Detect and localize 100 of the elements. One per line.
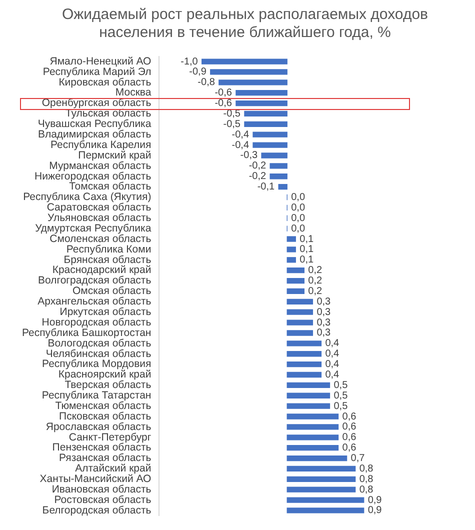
- data-label: 0,0: [291, 202, 306, 214]
- data-label: 0,3: [316, 306, 332, 318]
- bar: [286, 268, 304, 274]
- y-tick-label: Вологодская область: [48, 337, 152, 350]
- bar: [286, 414, 339, 420]
- data-label: 0,7: [350, 453, 366, 464]
- data-label: 0,1: [300, 234, 314, 245]
- data-label: -0,6: [214, 88, 232, 99]
- data-label: 0,3: [316, 317, 332, 328]
- bar: [286, 497, 364, 503]
- data-label: -0,3: [240, 150, 258, 162]
- bar: [278, 184, 288, 190]
- bar: [286, 309, 314, 315]
- y-tick-label: Красноярский край: [58, 368, 152, 381]
- data-label: 0,2: [308, 265, 323, 276]
- bar: [286, 434, 339, 440]
- data-label: 0,6: [342, 442, 357, 454]
- data-label: -0,2: [248, 171, 266, 182]
- bar: [236, 100, 288, 106]
- bar: [286, 257, 296, 263]
- bar: [244, 110, 288, 117]
- y-tick-label: Архангельская область: [38, 296, 152, 308]
- bar: [286, 455, 348, 462]
- y-tick-label: Оренбургская область: [42, 97, 152, 110]
- y-tick-label: Ростовская область: [54, 494, 152, 506]
- y-tick-label: Волгоградская область: [38, 274, 152, 287]
- y-tick-label: Краснодарский край: [52, 264, 152, 276]
- y-tick-label: Ханты-Мансийский АО: [40, 473, 152, 486]
- bar: [286, 466, 356, 472]
- bar: [252, 142, 288, 148]
- data-label: 0,9: [368, 494, 382, 506]
- data-label: -1,0: [180, 56, 198, 68]
- y-tick-label: Чувашская Республика: [38, 118, 152, 130]
- y-tick-label: Смоленская область: [50, 232, 152, 245]
- y-tick-label: Ямало-Ненецкий АО: [50, 55, 152, 68]
- bar: [286, 236, 296, 242]
- bar: [286, 278, 304, 284]
- data-label: 0,8: [359, 463, 374, 474]
- data-label: -0,8: [198, 77, 216, 88]
- data-label: 0,0: [291, 192, 306, 203]
- bar: [286, 382, 330, 388]
- bar: [286, 424, 339, 430]
- bar: [286, 403, 330, 409]
- data-label: 0,4: [325, 348, 340, 360]
- data-label: -0,6: [214, 98, 232, 110]
- data-label: -0,2: [248, 160, 266, 172]
- y-tick-label: Республика Марий Эл: [42, 66, 152, 78]
- data-label: 0,3: [316, 296, 332, 308]
- y-tick-label: Тюменская область: [55, 400, 152, 412]
- bar: [202, 58, 288, 64]
- bar: [286, 476, 356, 482]
- data-label: 0,0: [291, 223, 306, 234]
- bar: [218, 80, 288, 86]
- data-label: 0,4: [325, 359, 340, 370]
- y-tick-label: Республика Татарстан: [42, 390, 152, 402]
- y-tick-label: Республика Карелия: [50, 138, 152, 151]
- bar: [286, 372, 322, 378]
- data-label: 0,6: [342, 422, 357, 433]
- data-label: 0,6: [342, 432, 357, 444]
- bar: [286, 330, 314, 336]
- data-label: 0,9: [368, 505, 382, 516]
- y-tick-label: Нижегородская область: [34, 170, 152, 182]
- y-tick-label: Удмуртская Республика: [35, 222, 152, 234]
- bar: [286, 246, 296, 252]
- y-tick-label: Ульяновская область: [47, 212, 152, 224]
- y-tick-label: Владимирская область: [38, 128, 152, 140]
- y-tick-label: Москва: [115, 86, 152, 99]
- y-tick-label: Ивановская область: [52, 483, 152, 496]
- data-label: -0,4: [232, 140, 250, 151]
- y-tick-label: Иркутская область: [60, 306, 152, 318]
- y-tick-label: Пензенская область: [52, 442, 152, 454]
- data-label: -0,9: [189, 66, 207, 78]
- y-tick-label: Республика Башкортостан: [22, 326, 152, 339]
- y-tick-label: Кировская область: [58, 76, 152, 88]
- data-label: 0,1: [300, 244, 314, 256]
- y-tick-label: Псковская область: [59, 410, 152, 422]
- bar: [286, 361, 322, 368]
- bar: [261, 152, 288, 158]
- data-label: 0,2: [308, 276, 323, 287]
- y-tick-label: Пермский край: [78, 149, 152, 162]
- y-tick-label: Республика Коми: [66, 243, 152, 256]
- data-label: -0,1: [257, 182, 276, 193]
- y-tick-label: Тульская область: [65, 108, 152, 120]
- y-tick-label: Брянская область: [64, 254, 152, 266]
- bar: [286, 288, 304, 294]
- data-label: 0,2: [308, 286, 323, 297]
- y-tick-label: Ярославская область: [46, 420, 152, 433]
- data-label: 0,8: [359, 484, 374, 496]
- y-tick-label: Белгородская область: [42, 504, 152, 516]
- data-label: -0,4: [232, 129, 250, 140]
- data-label: 0,6: [342, 411, 357, 422]
- bar: [210, 69, 288, 75]
- data-label: -0,5: [223, 118, 241, 130]
- data-label: 0,5: [334, 380, 348, 391]
- data-label: 0,3: [316, 328, 332, 339]
- bar: [286, 340, 322, 346]
- data-label: 0,8: [359, 474, 374, 485]
- data-label: 0,5: [334, 400, 348, 412]
- data-label: 0,4: [325, 370, 340, 380]
- bar: [286, 351, 322, 357]
